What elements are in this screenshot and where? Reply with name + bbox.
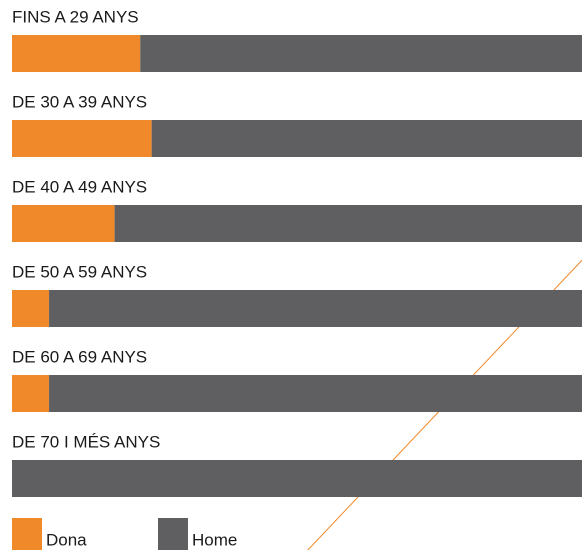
- bar-segment: [12, 120, 152, 157]
- category-label: DE 60 A 69 ANYS: [12, 347, 147, 366]
- legend-swatch: [12, 518, 42, 550]
- legend-label: Dona: [46, 530, 87, 549]
- bar-segment: [140, 35, 582, 72]
- bar-segment: [49, 375, 582, 412]
- bar-segment: [12, 290, 50, 327]
- legend-label: Home: [192, 530, 237, 549]
- bar-segment: [12, 460, 582, 497]
- bar-segment: [151, 120, 582, 157]
- legend-swatch: [158, 518, 188, 550]
- category-label: DE 50 A 59 ANYS: [12, 262, 147, 281]
- category-label: DE 40 A 49 ANYS: [12, 177, 147, 196]
- category-label: FINS A 29 ANYS: [12, 7, 139, 26]
- bar-segment: [12, 375, 50, 412]
- bar-segment: [12, 35, 141, 72]
- category-label: DE 70 I MÉS ANYS: [12, 432, 160, 451]
- bar-segment: [49, 290, 582, 327]
- category-label: DE 30 A 39 ANYS: [12, 92, 147, 111]
- bar-segment: [12, 205, 115, 242]
- bar-segment: [114, 205, 582, 242]
